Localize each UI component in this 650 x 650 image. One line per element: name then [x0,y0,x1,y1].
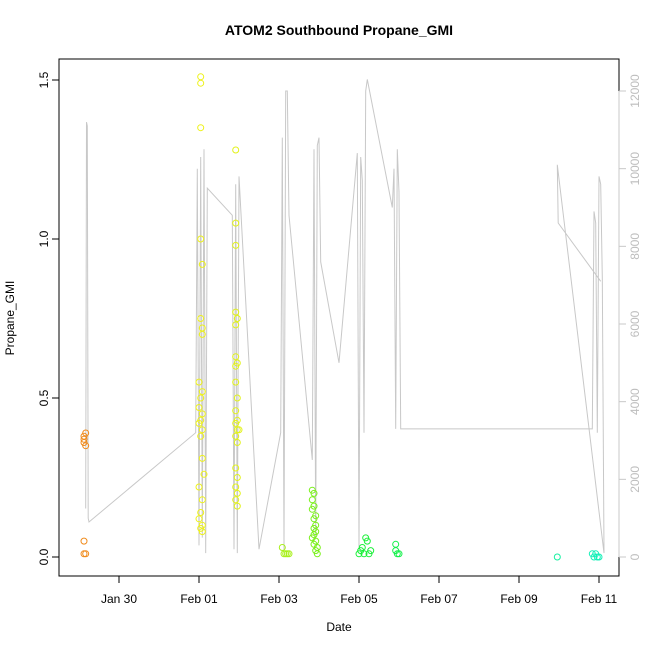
x-tick-label: Feb 03 [260,592,298,606]
data-point [195,404,203,411]
data-point [392,547,400,555]
data-point [197,432,205,440]
y-tick-label-right: 12000 [628,74,642,108]
data-point [197,509,205,516]
data-point [232,321,240,329]
data-point [197,79,205,87]
data-point [232,496,240,504]
data-point [198,454,206,462]
data-point [195,419,203,427]
data-point [595,553,603,561]
data-point [82,550,90,558]
data-point [197,394,205,402]
data-point [195,378,203,386]
x-axis: Jan 30 Feb 01 Feb 03 Feb 05 Feb 07 Feb 09 Feb … [101,575,618,606]
data-point [232,419,240,427]
data-point [233,474,241,481]
x-tick-label: Feb 07 [420,592,458,606]
data-point [232,146,240,154]
data-point [232,353,240,361]
data-point [308,496,316,504]
data-point [232,407,240,415]
data-point [80,537,88,545]
data-point [82,442,90,450]
y-tick-label-right: 10000 [628,152,642,186]
data-point [232,308,240,316]
data-point [233,502,241,510]
x-tick-label: Feb 11 [581,592,618,606]
data-point [80,435,88,443]
data-point [232,464,240,472]
data-point [198,260,206,268]
y-tick-label-right: 8000 [628,233,642,260]
data-point [278,544,286,551]
altitude-layer [85,79,605,554]
data-point [198,426,206,434]
data-point [308,505,316,513]
data-point [233,489,241,497]
data-point [285,550,293,558]
data-point [195,483,203,491]
data-point [392,540,400,548]
data-point [553,553,561,561]
data-point [310,489,318,497]
data-point [197,73,205,81]
x-tick-label: Feb 05 [340,592,378,606]
y-axis-right: 0 2000 4000 6000 8000 10000 12000 [618,74,642,560]
data-point [358,544,366,551]
data-point [197,124,205,132]
data-point [232,483,240,491]
data-point [233,315,241,322]
data-point [82,429,90,437]
data-point [363,537,371,545]
data-point [367,547,375,555]
data-point [235,426,243,434]
y-axis-label: Propane_GMI [3,281,17,356]
data-point [198,528,206,536]
y-tick-label-right: 6000 [628,310,642,337]
y-tick-label-right: 0 [628,553,642,560]
data-point [197,235,205,243]
y-tick-label-left: 1.5 [37,71,51,88]
data-point [360,550,368,558]
data-point [232,378,240,386]
x-tick-label: Jan 30 [101,592,137,606]
y-tick-label-right: 4000 [628,388,642,415]
data-point [310,515,318,523]
y-tick-label-left: 0.0 [37,548,51,565]
data-point [198,410,206,418]
data-point [232,241,240,249]
data-point [198,330,206,338]
y-tick-label-left: 0.5 [37,389,51,406]
data-point [233,394,241,402]
data-point [232,362,240,370]
y-tick-label-left: 1.0 [37,230,51,247]
x-axis-label: Date [326,620,352,634]
data-point [313,550,321,558]
data-point [198,496,206,504]
y-tick-label-right: 2000 [628,466,642,493]
data-point [195,515,203,523]
points-layer [80,73,603,561]
plot-box [58,58,620,577]
y-axis-left: 0.0 0.5 1.0 1.5 [37,71,60,565]
data-point [198,388,206,396]
chart-title: ATOM2 Southbound Propane_GMI [225,22,453,38]
data-point [200,470,208,478]
data-point [232,432,240,440]
x-tick-label: Feb 01 [180,592,218,606]
data-point [197,315,205,322]
data-point [233,439,241,446]
data-point [232,219,240,227]
altitude-line [85,79,605,554]
x-tick-label: Feb 09 [500,592,538,606]
